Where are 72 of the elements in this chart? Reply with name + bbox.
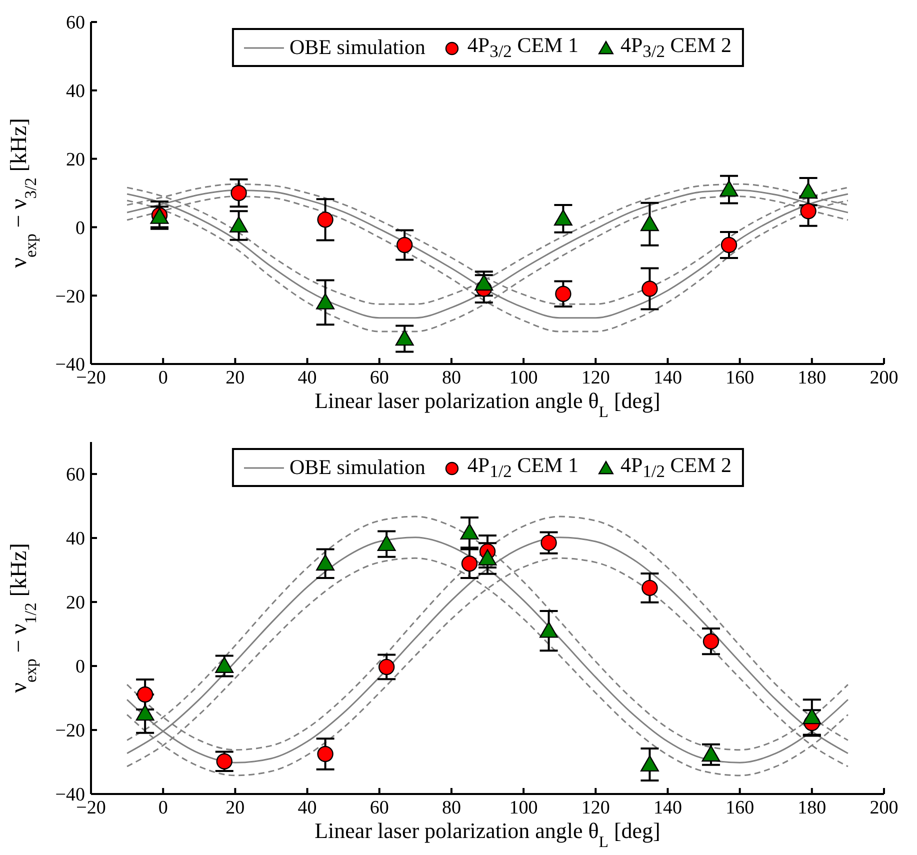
- point: [702, 745, 720, 762]
- y-tick-label: −20: [55, 720, 85, 742]
- point: [540, 622, 558, 638]
- x-tick-label: 140: [653, 797, 682, 818]
- legend-label: 4P$_{1/2}$ CEM 2: [620, 453, 732, 482]
- x-axis-title: Linear laser polarization angle θ$_{L}$ [deg]: [314, 818, 660, 850]
- x-tick-label: 20: [226, 367, 245, 388]
- legend-label: OBE simulation: [289, 455, 426, 480]
- point: [720, 180, 738, 197]
- x-tick-label: 60: [370, 367, 389, 388]
- y-tick-label: 0: [76, 218, 85, 239]
- x-tick-label: 200: [870, 797, 898, 818]
- x-tick-label: 60: [370, 797, 389, 818]
- point: [555, 286, 572, 302]
- legend-label: 4P$_{3/2}$ CEM 1: [467, 33, 578, 62]
- point: [136, 686, 154, 703]
- point: [136, 704, 154, 721]
- legend-label: 4P$_{3/2}$ CEM 2: [620, 33, 732, 62]
- point: [377, 534, 396, 552]
- point: [642, 280, 658, 297]
- point: [474, 274, 494, 291]
- x-axis-title: Linear laser polarization angle θ$_{L}$ [deg]: [314, 388, 660, 420]
- point: [317, 212, 334, 228]
- point: [799, 182, 818, 199]
- point: [642, 580, 658, 596]
- x-tick-label: 40: [298, 797, 317, 818]
- x-tick-label: 40: [298, 367, 317, 388]
- x-tick-label: 100: [509, 797, 538, 818]
- point: [378, 658, 395, 676]
- legend-label: 4P$_{1/2}$ CEM 1: [467, 453, 578, 482]
- point: [317, 746, 334, 762]
- x-tick-label: 0: [158, 797, 168, 818]
- x-tick-label: 200: [870, 367, 898, 388]
- y-tick-label: 40: [66, 528, 85, 550]
- x-tick-label: 160: [726, 797, 754, 818]
- point: [395, 329, 414, 346]
- x-tick-label: 20: [226, 797, 245, 818]
- x-tick-label: 0: [158, 367, 168, 388]
- point: [800, 203, 816, 220]
- point: [478, 549, 497, 566]
- legend-label: OBE simulation: [289, 35, 426, 60]
- point: [396, 236, 413, 254]
- point: [460, 523, 479, 540]
- x-tick-label: 120: [581, 367, 610, 388]
- y-tick-label: 0: [76, 656, 85, 678]
- point: [802, 708, 822, 724]
- point: [720, 236, 738, 254]
- y-tick-label: 60: [66, 12, 85, 34]
- point: [540, 534, 557, 551]
- point: [554, 209, 572, 226]
- y-tick-label: 40: [66, 81, 85, 102]
- point: [316, 293, 335, 310]
- point: [215, 656, 234, 673]
- point: [461, 556, 478, 572]
- point: [640, 755, 659, 772]
- x-tick-label: 180: [798, 797, 826, 818]
- x-tick-label: 140: [653, 367, 682, 388]
- point: [230, 216, 248, 232]
- point: [316, 554, 335, 571]
- point: [640, 214, 659, 232]
- y-tick-label: 20: [66, 150, 85, 171]
- y-tick-label: 60: [66, 464, 85, 486]
- x-tick-label: 100: [509, 367, 538, 388]
- x-tick-label: 180: [798, 367, 826, 388]
- y-tick-label: −20: [55, 286, 85, 308]
- x-tick-label: 80: [442, 797, 461, 818]
- x-tick-label: 80: [442, 367, 461, 388]
- x-tick-label: 120: [581, 797, 610, 818]
- point: [702, 633, 720, 650]
- x-tick-label: 160: [726, 367, 754, 388]
- point: [230, 184, 247, 202]
- y-tick-label: 20: [66, 592, 85, 614]
